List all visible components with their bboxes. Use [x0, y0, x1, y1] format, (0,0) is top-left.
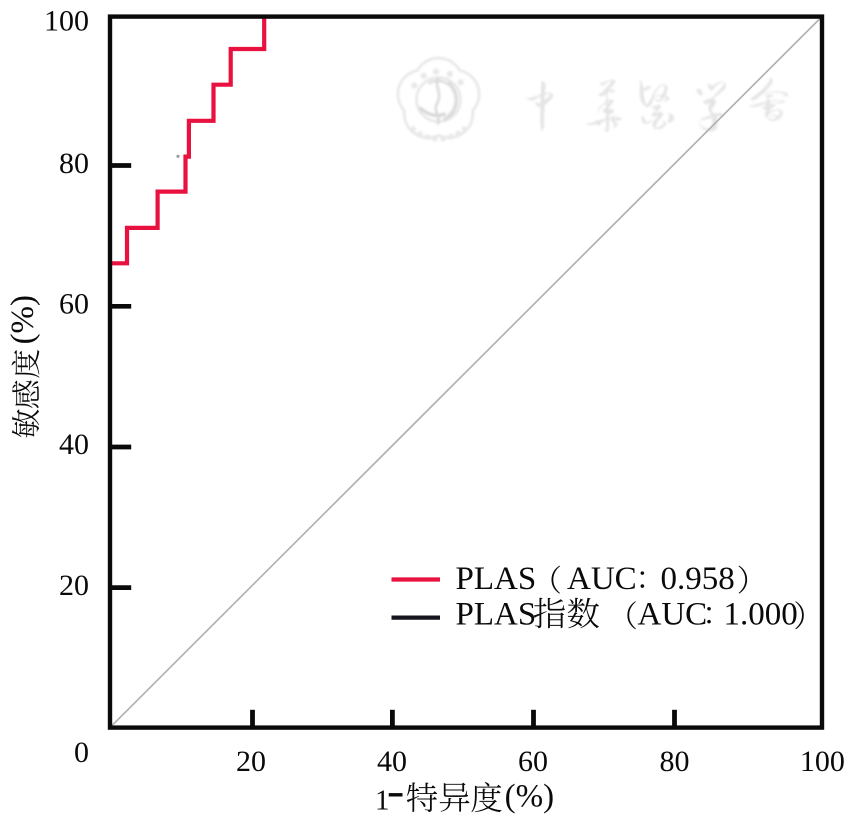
- svg-text:PLAS: PLAS: [456, 597, 537, 633]
- svg-text:1: 1: [375, 784, 390, 816]
- svg-text:0: 0: [74, 736, 89, 769]
- svg-text:PLAS: PLAS: [456, 561, 537, 597]
- svg-text:60: 60: [59, 288, 89, 321]
- svg-text:1.000: 1.000: [724, 597, 798, 633]
- svg-text:60: 60: [518, 745, 548, 778]
- svg-text:AUC: AUC: [567, 561, 637, 597]
- svg-text:100: 100: [44, 5, 89, 38]
- svg-text:20: 20: [59, 569, 89, 602]
- svg-text:20: 20: [236, 745, 266, 778]
- svg-text:40: 40: [59, 428, 89, 461]
- svg-text:(%): (%): [5, 295, 41, 344]
- svg-text:80: 80: [59, 147, 89, 180]
- svg-text:40: 40: [377, 745, 407, 778]
- svg-text:80: 80: [660, 745, 690, 778]
- svg-text:0.958: 0.958: [661, 561, 735, 597]
- svg-text:AUC: AUC: [638, 597, 708, 633]
- svg-text:100: 100: [800, 745, 845, 778]
- svg-text:(%): (%): [505, 778, 554, 814]
